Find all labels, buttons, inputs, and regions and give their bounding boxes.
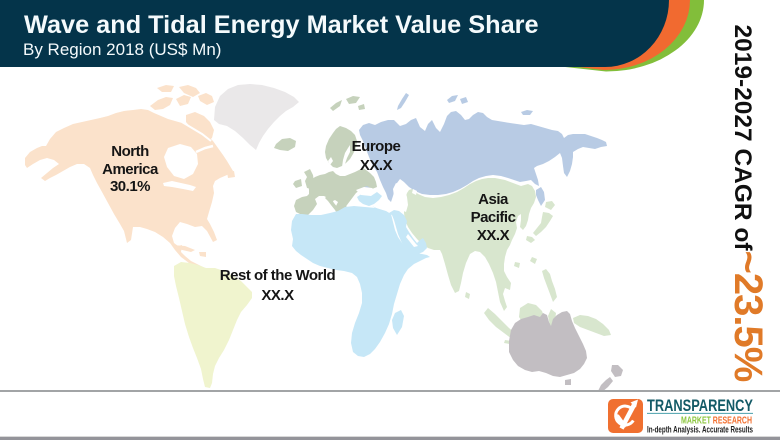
svg-text:In-depth Analysis. Accurate Re: In-depth Analysis. Accurate Results (647, 425, 753, 435)
svg-text:MARKET RESEARCH: MARKET RESEARCH (681, 415, 752, 427)
svg-text:TRANSPARENCY: TRANSPARENCY (647, 397, 753, 415)
svg-text:2019-2027 CAGR of~23.5%: 2019-2027 CAGR of~23.5% (726, 25, 770, 382)
